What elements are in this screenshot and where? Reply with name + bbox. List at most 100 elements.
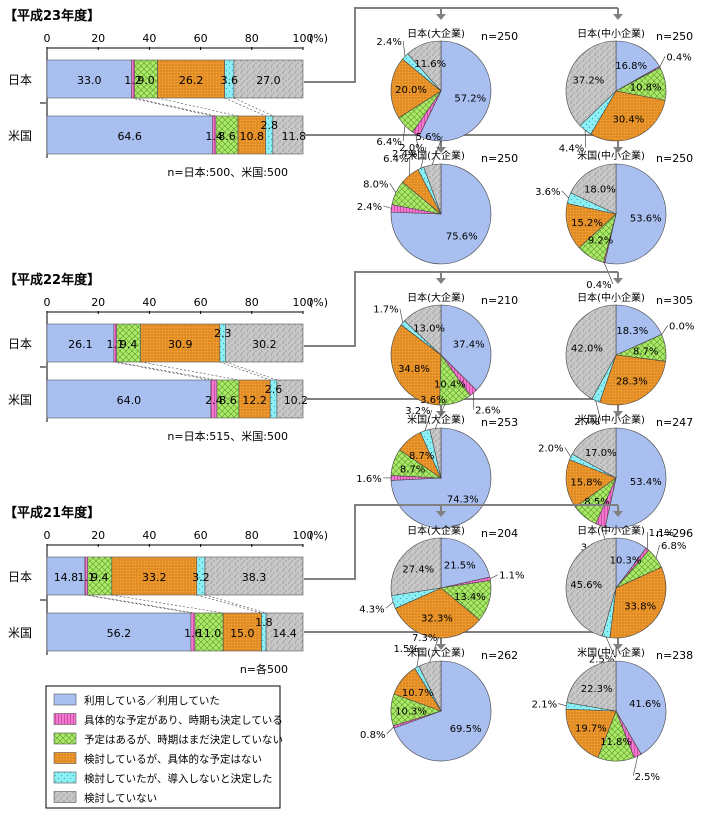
x-tick-label: 0 [44, 529, 51, 542]
pie-value-label: 0.0% [669, 322, 694, 333]
bar-value-label: 11.0 [197, 627, 222, 640]
pie-slice [565, 537, 617, 637]
pie-slice [565, 40, 617, 127]
pie-sample-size: n=204 [481, 527, 518, 540]
pie-sample-size: n=238 [656, 649, 693, 662]
bar-connector [111, 594, 224, 614]
pie-leader-line [655, 544, 660, 559]
pie-value-label: 69.5% [450, 724, 482, 735]
bar-segment [46, 379, 212, 419]
pie-slice [565, 459, 617, 508]
pie-value-label: 53.4% [630, 477, 662, 488]
pie-value-label: 10.3% [395, 706, 427, 717]
pie-value-label: 6.4% [383, 154, 408, 165]
bar-value-label: 11.8 [282, 130, 307, 143]
pie-value-label: 20.0% [395, 85, 427, 96]
x-tick-label: 100 [293, 529, 314, 542]
x-tick-label: 40 [142, 529, 156, 542]
bar-connector [219, 361, 271, 381]
bar-value-label: 12.2 [242, 394, 267, 407]
pie-value-label: 8.0% [363, 179, 388, 190]
pie-leader-line [415, 134, 420, 154]
legend-item-label: 予定はあるが、時期はまだ決定していない [84, 733, 283, 746]
pie-slice [571, 427, 617, 479]
pie-slice [590, 90, 666, 142]
pie-slice [394, 587, 480, 639]
pie-value-label: 1.5% [393, 644, 418, 655]
pie-chart: 日本(大企業) n=204 21.5% 1.1% 13.4%32.3% 4.3% 27.4% [359, 524, 524, 639]
bar-value-label: 33.0 [77, 74, 102, 87]
pie-sample-size: n=305 [656, 294, 693, 307]
bar-value-label: 14.4 [272, 627, 297, 640]
bar-segment [87, 556, 113, 596]
bar-segment [157, 59, 225, 99]
bar-segment [276, 379, 304, 419]
pie-value-label: 5.6% [416, 132, 441, 143]
pie-value-label: 0.4% [666, 52, 691, 63]
x-tick-label: 20 [91, 296, 105, 309]
pie-value-label: 10.3% [610, 556, 642, 567]
pie-title: 米国(中小企業) [577, 149, 645, 162]
pie-value-label: 19.7% [575, 723, 607, 734]
pie-value-label: 33.8% [624, 602, 656, 613]
pie-value-label: 1.1% [649, 528, 674, 539]
pie-leader-line [661, 325, 668, 335]
pie-leader-line [435, 398, 448, 429]
bar-value-label: 1.8 [255, 616, 273, 629]
pie-value-label: 34.8% [398, 364, 430, 375]
bar-connector [225, 361, 277, 381]
arrow-head [436, 644, 446, 650]
x-tick-label: 20 [91, 32, 105, 45]
pie-sample-size: n=250 [656, 152, 693, 165]
pie-leader-line [605, 636, 616, 659]
pie-slice [390, 324, 442, 406]
bar-value-label: 30.2 [252, 338, 277, 351]
bar-value-label: 1.1 [78, 571, 96, 584]
bar-value-label: 38.3 [242, 571, 267, 584]
pie-value-label: 2.4% [357, 202, 382, 213]
legend-item-label: 検討していない [84, 792, 157, 805]
x-tick-label: 40 [142, 296, 156, 309]
bar-connector [87, 594, 196, 614]
pie-leader-line [386, 726, 394, 735]
pie-leader-line [431, 135, 443, 165]
pie-value-label: 53.6% [630, 213, 662, 224]
pie-slice [404, 304, 442, 356]
pie-title: 日本(中小企業) [577, 291, 645, 304]
legend: 利用している／利用していた具体的な予定があり、時期も決定している予定はあるが、時… [45, 685, 283, 809]
pie-value-label: 3.6% [420, 395, 445, 406]
bar-value-label: 15.0 [230, 627, 255, 640]
x-tick-label: 60 [194, 32, 208, 45]
pie-value-label: 1.6% [356, 474, 381, 485]
legend-swatch [53, 752, 77, 764]
bar-connector [134, 97, 217, 117]
pie-leader-line [429, 636, 439, 663]
pie-value-label: 1.1% [499, 571, 524, 582]
pie-slice [390, 58, 442, 119]
pie-value-label: 2.5% [589, 655, 614, 666]
bar-segment [111, 556, 198, 596]
pie-slice [566, 660, 617, 712]
pie-slice [440, 304, 492, 391]
pie-leader-line [558, 703, 567, 707]
x-tick-label: 80 [245, 529, 259, 542]
panel-title: 【平成22年度】 [4, 272, 100, 288]
pie-leader-line [389, 183, 397, 193]
bar-value-label: 26.2 [179, 74, 204, 87]
pie-slice [615, 304, 663, 356]
pie-sample-size: n=250 [656, 30, 693, 43]
sample-size-note: n=日本:500、米国:500 [167, 165, 288, 179]
pie-value-label: 13.4% [454, 592, 486, 603]
bar-connector [131, 97, 213, 117]
pie-value-label: 75.6% [446, 232, 478, 243]
pie-leader-line [659, 56, 666, 68]
pie-value-label: 11.8% [600, 737, 632, 748]
x-tick-label: 60 [194, 529, 208, 542]
bar-value-label: 8.6 [219, 394, 237, 407]
pie-title: 米国(大企業) [407, 149, 465, 162]
pie-chart: 日本(中小企業) n=250 16.8% 0.4% 10.8% 30.4% 4.4% 37.2… [559, 27, 693, 155]
bar-value-label: 27.0 [256, 74, 281, 87]
pie-value-label: 45.6% [570, 580, 602, 591]
